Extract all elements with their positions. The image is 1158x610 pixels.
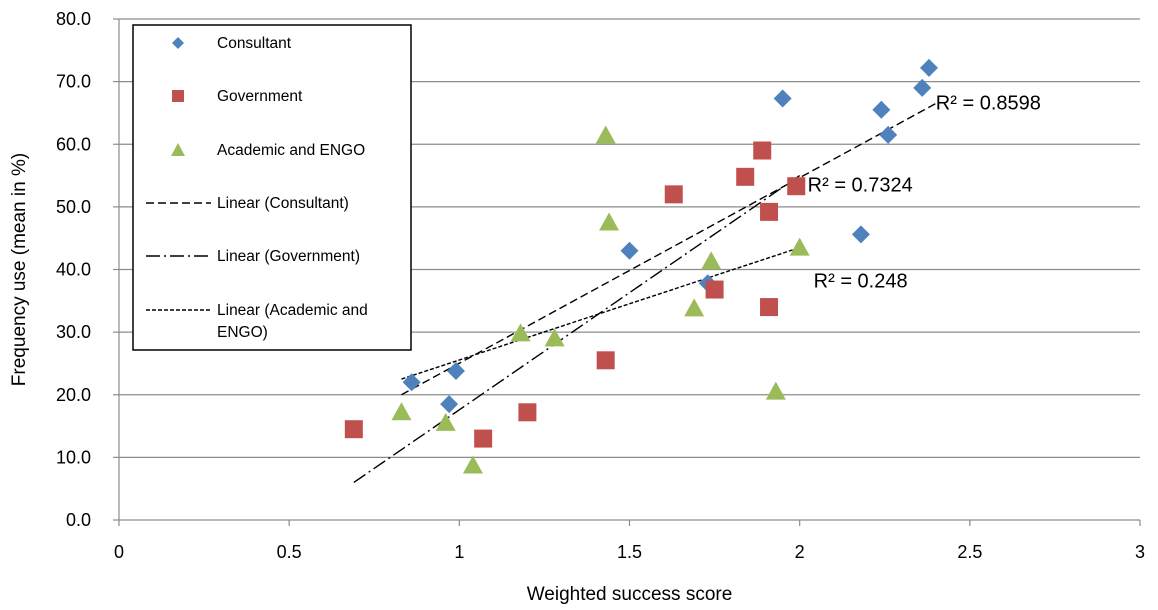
r-squared-labels: R² = 0.8598 R² = 0.7324 R² = 0.248 <box>808 93 1041 293</box>
data-point <box>664 185 683 204</box>
data-point <box>851 225 870 244</box>
r-squared-label: R² = 0.248 <box>814 271 908 293</box>
data-point <box>760 202 779 221</box>
x-axis-title: Weighted success score <box>527 584 733 605</box>
trendlines <box>353 102 937 484</box>
y-tick-label: 30.0 <box>56 322 91 342</box>
x-tick-label: 2.5 <box>957 542 982 562</box>
legend-label: Government <box>217 88 303 105</box>
data-point <box>518 403 537 422</box>
legend-label: Linear (Consultant) <box>217 195 349 212</box>
data-point <box>736 167 755 186</box>
data-point <box>765 381 786 400</box>
y-tick-label: 70.0 <box>56 72 91 92</box>
data-point <box>701 251 722 270</box>
tick-labels: 0.0 10.0 20.0 30.0 40.0 50.0 60.0 70.0 80.0 0 0.5 1… <box>56 9 1145 562</box>
y-axis-title: Frequency use (mean in %) <box>9 153 30 386</box>
data-point <box>753 141 772 160</box>
data-point <box>773 89 792 108</box>
axes <box>113 18 1141 526</box>
legend-marker-diamond <box>172 37 184 49</box>
y-tick-label: 60.0 <box>56 134 91 154</box>
trendline <box>401 246 800 380</box>
x-tick-label: 1.5 <box>617 542 642 562</box>
data-point <box>879 125 898 144</box>
data-point <box>462 455 483 474</box>
data-point <box>919 58 938 77</box>
legend-label: Linear (Government) <box>217 248 360 265</box>
trendline <box>353 174 801 484</box>
data-point <box>705 280 724 299</box>
data-point <box>620 241 639 260</box>
x-tick-label: 2 <box>795 542 805 562</box>
trendline <box>401 102 937 396</box>
data-point <box>913 78 932 97</box>
data-point <box>595 125 616 144</box>
data-point <box>344 420 363 439</box>
r-squared-label: R² = 0.8598 <box>936 93 1041 115</box>
data-point <box>402 373 421 392</box>
data-point <box>544 328 565 347</box>
y-tick-label: 50.0 <box>56 197 91 217</box>
legend-marker-square <box>172 90 184 102</box>
legend-marker-triangle <box>171 143 185 156</box>
x-tick-label: 0 <box>114 542 124 562</box>
data-point <box>684 298 705 317</box>
y-tick-label: 80.0 <box>56 9 91 29</box>
y-tick-label: 40.0 <box>56 260 91 280</box>
y-tick-label: 20.0 <box>56 385 91 405</box>
legend-label: Consultant <box>217 35 292 52</box>
data-point <box>440 395 459 414</box>
legend-box <box>132 24 412 351</box>
data-point <box>446 361 465 380</box>
r-squared-label: R² = 0.7324 <box>808 175 913 197</box>
data-point <box>474 429 493 448</box>
legend: Consultant Government Academic and ENGO Lin… <box>132 24 412 351</box>
data-point <box>391 402 412 421</box>
x-tick-label: 3 <box>1135 542 1145 562</box>
legend-label: Linear (Academic and ENGO) <box>217 302 368 341</box>
data-point <box>760 298 779 317</box>
data-point <box>789 237 810 256</box>
data-point <box>596 351 615 370</box>
x-tick-label: 0.5 <box>277 542 302 562</box>
legend-label: Academic and ENGO <box>217 142 365 159</box>
data-point <box>599 212 620 231</box>
y-tick-label: 10.0 <box>56 447 91 467</box>
data-point <box>435 412 456 431</box>
y-tick-label: 0.0 <box>66 510 91 530</box>
data-points <box>344 58 938 474</box>
data-point <box>872 100 891 119</box>
x-tick-label: 1 <box>454 542 464 562</box>
data-point <box>510 323 531 342</box>
data-point <box>787 177 806 196</box>
